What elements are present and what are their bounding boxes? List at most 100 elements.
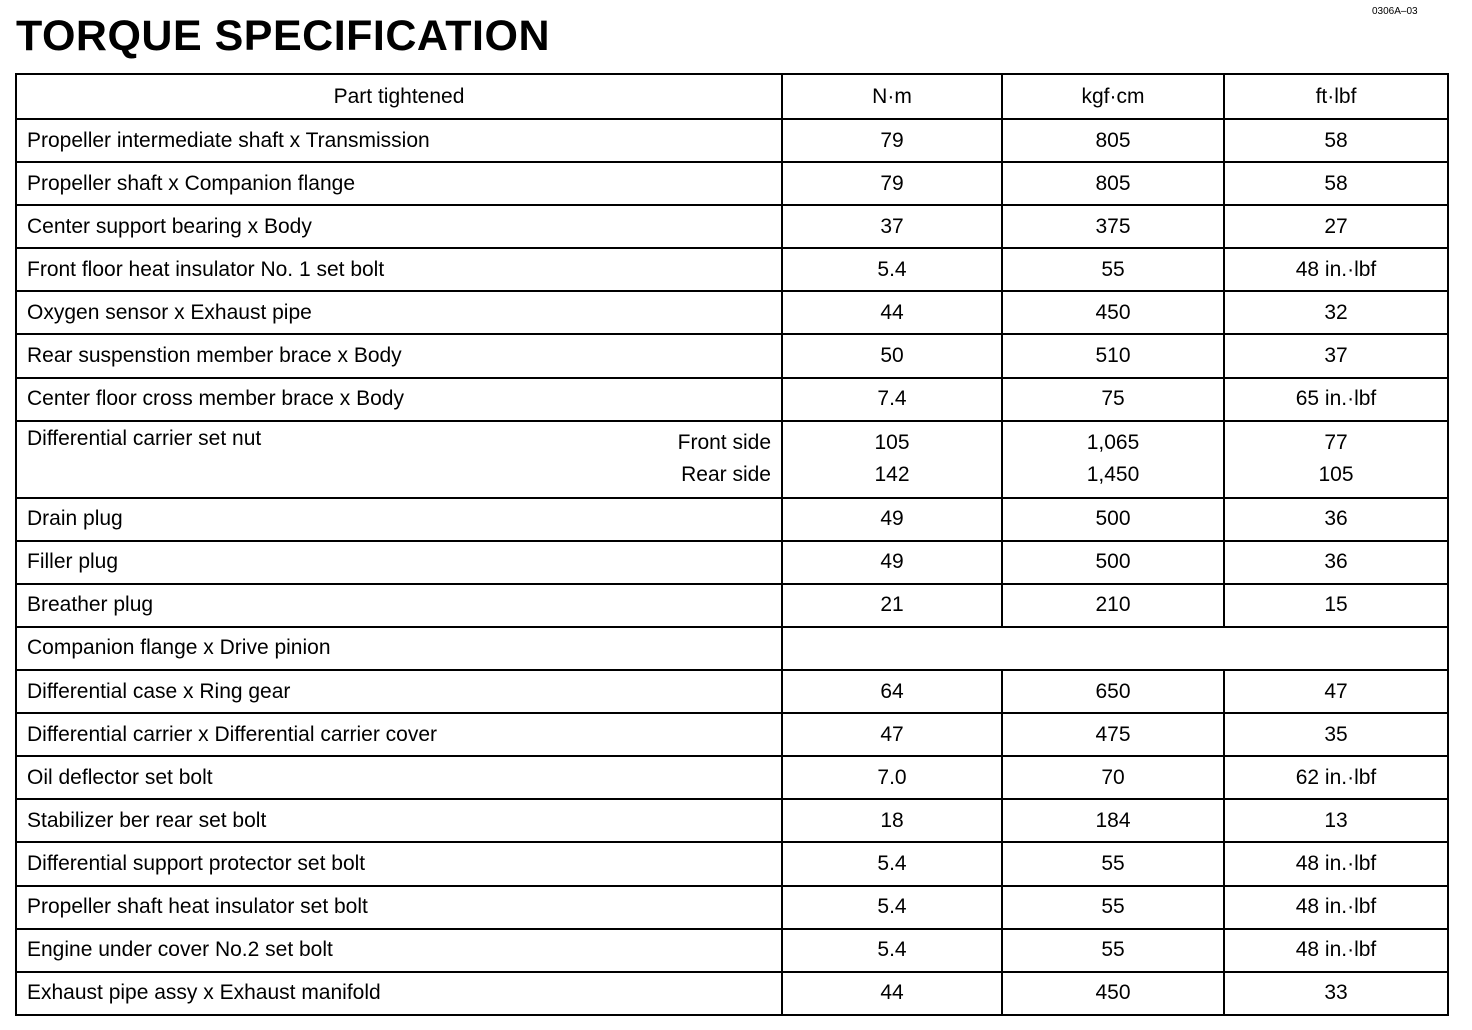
value-cell: 5.4 [781, 841, 1003, 887]
spec-row: Differential carrier x Differential carr… [15, 712, 1449, 758]
spec-row: Engine under cover No.2 set bolt 5.4 55 48 … [15, 927, 1449, 973]
spec-row: Differential support protector set bolt 5… [15, 841, 1449, 887]
value-cell: 48 in.·lbf [1223, 841, 1449, 887]
spec-row: Companion flange x Drive pinion [15, 625, 1449, 672]
spec-row: Stabilizer ber rear set bolt 18 184 13 [15, 798, 1449, 844]
value-cell: 35 [1223, 712, 1449, 758]
value-cell: 18 [781, 798, 1003, 844]
value-cell: 375 [1001, 204, 1225, 250]
value-cell: 805 [1001, 161, 1225, 207]
value-cell: 77 105 [1223, 419, 1449, 499]
part-cell: Differential carrier set nut Front side Re… [15, 419, 783, 499]
value-cell: 184 [1001, 798, 1225, 844]
part-cell: Exhaust pipe assy x Exhaust manifold [15, 970, 783, 1016]
value-cell: 15 [1223, 582, 1449, 628]
value-cell: 47 [781, 712, 1003, 758]
part-cell: Propeller intermediate shaft x Transmiss… [15, 117, 783, 164]
spec-row: Center support bearing x Body 37 375 27 [15, 204, 1449, 250]
value-cell: 7.4 [781, 376, 1003, 422]
value-cell: 44 [781, 290, 1003, 336]
spec-row: Filler plug 49 500 36 [15, 539, 1449, 585]
value-cell: 500 [1001, 496, 1225, 542]
value-cell: 55 [1001, 927, 1225, 973]
part-cell: Differential case x Ring gear [15, 669, 783, 715]
spec-row: Differential case x Ring gear 64 650 47 [15, 669, 1449, 715]
part-cell: Engine under cover No.2 set bolt [15, 927, 783, 973]
value-text: 1,065 [1086, 431, 1140, 455]
value-cell: 475 [1001, 712, 1225, 758]
value-cell: 27 [1223, 204, 1449, 250]
column-header: ft·lbf [1223, 73, 1449, 120]
value-cell: 33 [1223, 970, 1449, 1016]
value-cell: 79 [781, 117, 1003, 164]
column-header: kgf·cm [1001, 73, 1225, 120]
spec-row: Exhaust pipe assy x Exhaust manifold 44 45… [15, 970, 1449, 1016]
value-cell: 21 [781, 582, 1003, 628]
value-cell: 48 in.·lbf [1223, 884, 1449, 930]
value-cell: 50 [781, 333, 1003, 379]
value-cell: 44 [781, 970, 1003, 1016]
side-label: Rear side [681, 463, 771, 487]
value-cell: 805 [1001, 117, 1225, 164]
part-cell: Center support bearing x Body [15, 204, 783, 250]
spec-row: Rear suspenstion member brace x Body 50 51… [15, 333, 1449, 379]
value-text: 105 [874, 431, 910, 455]
part-cell: Filler plug [15, 539, 783, 585]
value-cell: 55 [1001, 884, 1225, 930]
column-header: N·m [781, 73, 1003, 120]
part-cell: Propeller shaft x Companion flange [15, 161, 783, 207]
part-cell: Differential support protector set bolt [15, 841, 783, 887]
side-label: Front side [677, 431, 771, 455]
header-row: Part tightened N·m kgf·cm ft·lbf [15, 73, 1449, 120]
value-cell: 450 [1001, 290, 1225, 336]
value-cell: 79 [781, 161, 1003, 207]
value-cell: 55 [1001, 247, 1225, 293]
value-cell: 58 [1223, 161, 1449, 207]
doc-code: 0306A–03 [1372, 6, 1418, 17]
value-cell: 58 [1223, 117, 1449, 164]
value-cell: 13 [1223, 798, 1449, 844]
value-cell: 48 in.·lbf [1223, 927, 1449, 973]
spec-row: Propeller shaft heat insulator set bolt 5… [15, 884, 1449, 930]
value-cell: 105 142 [781, 419, 1003, 499]
spec-row: Propeller shaft x Companion flange 79 805 5… [15, 161, 1449, 207]
value-cell: 65 in.·lbf [1223, 376, 1449, 422]
part-cell: Differential carrier x Differential carr… [15, 712, 783, 758]
column-header: Part tightened [15, 73, 783, 120]
value-text: 77 [1324, 431, 1348, 455]
value-cell: 32 [1223, 290, 1449, 336]
value-cell: 1,065 1,450 [1001, 419, 1225, 499]
value-cell: 37 [781, 204, 1003, 250]
part-cell: Propeller shaft heat insulator set bolt [15, 884, 783, 930]
spec-row: Drain plug 49 500 36 [15, 496, 1449, 542]
value-cell: 49 [781, 496, 1003, 542]
part-cell: Rear suspenstion member brace x Body [15, 333, 783, 379]
spec-row: Breather plug 21 210 15 [15, 582, 1449, 628]
value-cell: 500 [1001, 539, 1225, 585]
value-cell: 510 [1001, 333, 1225, 379]
value-cell: 49 [781, 539, 1003, 585]
spec-row: Differential carrier set nut Front side Re… [15, 419, 1449, 499]
value-cell: 36 [1223, 539, 1449, 585]
value-cell: 64 [781, 669, 1003, 715]
value-cell: 450 [1001, 970, 1225, 1016]
value-cell: 5.4 [781, 927, 1003, 973]
part-cell: Front floor heat insulator No. 1 set bol… [15, 247, 783, 293]
spec-row: Oil deflector set bolt 7.0 70 62 in.·lbf [15, 755, 1449, 801]
part-cell: Breather plug [15, 582, 783, 628]
doc-title: TORQUE SPECIFICATION [16, 12, 550, 60]
part-wrap: Differential carrier set nut Front side Re… [27, 427, 771, 491]
spec-row: Propeller intermediate shaft x Transmiss… [15, 117, 1449, 164]
value-cell: 37 [1223, 333, 1449, 379]
value-cell: 5.4 [781, 247, 1003, 293]
value-cell: 55 [1001, 841, 1225, 887]
part-cell: Oxygen sensor x Exhaust pipe [15, 290, 783, 336]
part-cell: Drain plug [15, 496, 783, 542]
value-cell: 75 [1001, 376, 1225, 422]
value-cell: 47 [1223, 669, 1449, 715]
part-cell: Companion flange x Drive pinion [15, 625, 783, 672]
value-cell: 650 [1001, 669, 1225, 715]
value-cell: 70 [1001, 755, 1225, 801]
value-cell: 48 in.·lbf [1223, 247, 1449, 293]
